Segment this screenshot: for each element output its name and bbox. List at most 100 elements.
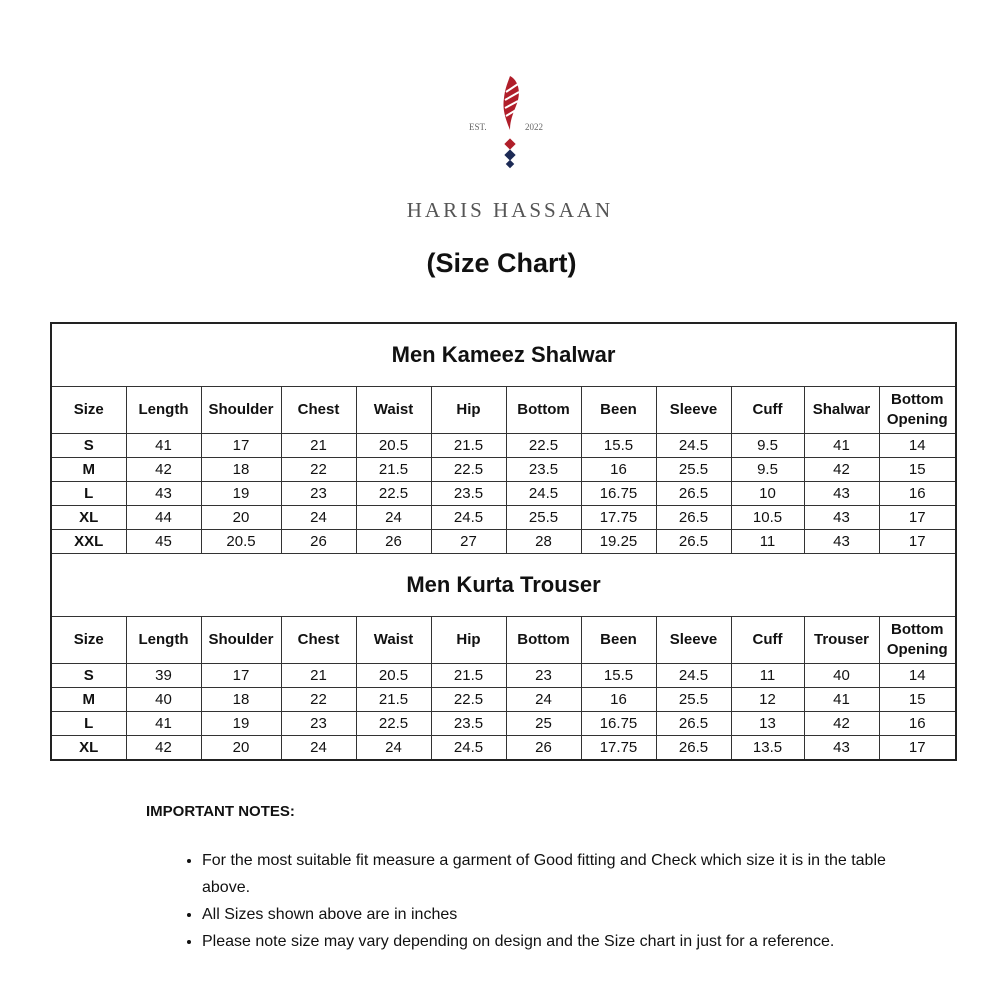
column-header: Hip xyxy=(430,386,507,434)
table-cell: 17 xyxy=(878,735,957,761)
table-cell: 26.5 xyxy=(655,711,732,736)
table-cell: 23.5 xyxy=(430,481,507,506)
table-cell: 20 xyxy=(200,735,282,761)
table-cell: 27 xyxy=(430,529,507,554)
table-cell: 20.5 xyxy=(355,663,432,688)
table-cell: 23.5 xyxy=(430,711,507,736)
table-cell: 21.5 xyxy=(355,687,432,712)
table-cell: 23.5 xyxy=(505,457,582,482)
table-cell: 26.5 xyxy=(655,505,732,530)
size-cell: S xyxy=(50,433,127,458)
header-row: Size Length Shoulder Chest Waist Hip Bottom Bee… xyxy=(50,616,957,664)
table-cell: 15.5 xyxy=(580,433,657,458)
table-cell: 26.5 xyxy=(655,529,732,554)
table-cell: 19 xyxy=(200,711,282,736)
table-cell: 21.5 xyxy=(430,663,507,688)
table-cell: 22 xyxy=(280,687,357,712)
table-row: XL 42 20 24 24 24.5 26 17.75 26.5 13.5 43 17 xyxy=(50,735,957,761)
column-header: Bottom Opening xyxy=(878,616,957,664)
table-cell: 17 xyxy=(878,505,957,530)
column-header: Shoulder xyxy=(200,386,282,434)
table-cell: 23 xyxy=(505,663,582,688)
table-cell: 16.75 xyxy=(580,711,657,736)
section-title-row: Men Kurta Trouser xyxy=(50,553,957,617)
table-row: XXL 45 20.5 26 26 27 28 19.25 26.5 11 43 17 xyxy=(50,529,957,554)
table-cell: 40 xyxy=(125,687,202,712)
size-chart-table: Men Kameez Shalwar Size Length Shoulder Ches… xyxy=(50,322,957,761)
column-header: Bottom Opening xyxy=(878,386,957,434)
column-header: Cuff xyxy=(730,616,805,664)
feather-logo-icon xyxy=(503,76,520,169)
table-cell: 42 xyxy=(803,457,880,482)
table-cell: 44 xyxy=(125,505,202,530)
table-cell: 9.5 xyxy=(730,433,805,458)
table-cell: 28 xyxy=(505,529,582,554)
size-cell: M xyxy=(50,687,127,712)
table-cell: 26.5 xyxy=(655,735,732,761)
table-cell: 17.75 xyxy=(580,735,657,761)
table-cell: 24 xyxy=(355,505,432,530)
size-cell: XXL xyxy=(50,529,127,554)
table-cell: 21 xyxy=(280,433,357,458)
column-header: Chest xyxy=(280,616,357,664)
column-header: Sleeve xyxy=(655,616,732,664)
column-header: Been xyxy=(580,386,657,434)
table-cell: 19.25 xyxy=(580,529,657,554)
table-cell: 40 xyxy=(803,663,880,688)
table-cell: 16 xyxy=(878,481,957,506)
table-cell: 21 xyxy=(280,663,357,688)
note-item: All Sizes shown above are in inches xyxy=(202,901,902,928)
table-cell: 20.5 xyxy=(355,433,432,458)
section-title: Men Kameez Shalwar xyxy=(50,322,957,387)
table-cell: 16 xyxy=(878,711,957,736)
table-cell: 24 xyxy=(280,735,357,761)
table-cell: 15 xyxy=(878,687,957,712)
table-cell: 11 xyxy=(730,663,805,688)
table-cell: 41 xyxy=(125,711,202,736)
table-cell: 16 xyxy=(580,687,657,712)
table-cell: 24.5 xyxy=(655,663,732,688)
table-cell: 41 xyxy=(125,433,202,458)
table-row: S 41 17 21 20.5 21.5 22.5 15.5 24.5 9.5 41 14 xyxy=(50,433,957,458)
important-notes: IMPORTANT NOTES: For the most suitable f… xyxy=(146,803,902,955)
table-cell: 43 xyxy=(803,529,880,554)
section-title-row: Men Kameez Shalwar xyxy=(50,322,957,387)
table-cell: 39 xyxy=(125,663,202,688)
table-cell: 15.5 xyxy=(580,663,657,688)
table-cell: 22.5 xyxy=(355,481,432,506)
page-title: (Size Chart) xyxy=(426,248,577,278)
table-row: XL 44 20 24 24 24.5 25.5 17.75 26.5 10.5 43 17 xyxy=(50,505,957,530)
table-cell: 24.5 xyxy=(430,735,507,761)
table-cell: 10 xyxy=(730,481,805,506)
table-cell: 18 xyxy=(200,687,282,712)
notes-heading: IMPORTANT NOTES: xyxy=(146,803,295,820)
column-header: Length xyxy=(125,386,202,434)
column-header: Length xyxy=(125,616,202,664)
column-header: Sleeve xyxy=(655,386,732,434)
table-cell: 10.5 xyxy=(730,505,805,530)
table-cell: 24 xyxy=(505,687,582,712)
table-cell: 24 xyxy=(280,505,357,530)
column-header: Been xyxy=(580,616,657,664)
size-cell: XL xyxy=(50,505,127,530)
note-item: Please note size may vary depending on d… xyxy=(202,928,902,955)
table-cell: 17 xyxy=(200,663,282,688)
table-cell: 41 xyxy=(803,433,880,458)
column-header: Bottom xyxy=(505,386,582,434)
table-cell: 19 xyxy=(200,481,282,506)
size-cell: M xyxy=(50,457,127,482)
table-cell: 42 xyxy=(125,457,202,482)
size-cell: L xyxy=(50,481,127,506)
table-cell: 23 xyxy=(280,481,357,506)
table-cell: 16 xyxy=(580,457,657,482)
table-cell: 14 xyxy=(878,433,957,458)
table-cell: 22.5 xyxy=(430,687,507,712)
table-cell: 11 xyxy=(730,529,805,554)
table-cell: 17 xyxy=(878,529,957,554)
table-cell: 9.5 xyxy=(730,457,805,482)
table-cell: 43 xyxy=(125,481,202,506)
table-cell: 14 xyxy=(878,663,957,688)
table-cell: 17.75 xyxy=(580,505,657,530)
size-cell: L xyxy=(50,711,127,736)
table-cell: 24 xyxy=(355,735,432,761)
